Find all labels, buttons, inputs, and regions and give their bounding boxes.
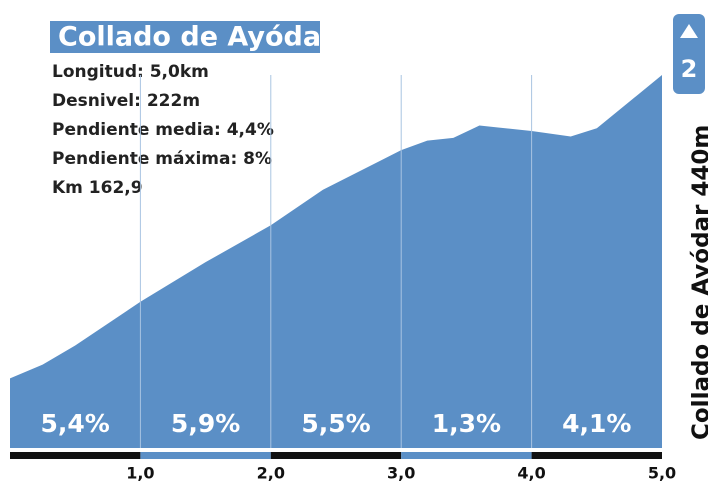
title-background [50,21,320,53]
segment-bar [270,452,402,459]
x-tick-label: 3,0 [387,464,415,483]
segment-gradient: 5,9% [171,409,240,438]
x-tick-label: 5,0 [648,464,676,483]
x-tick-label: 4,0 [517,464,545,483]
segment-gradient: 4,1% [562,409,631,438]
summit-label: Collado de Ayódar 440m [689,125,708,440]
elevation-area [10,75,662,448]
badge-number: 2 [681,55,698,83]
x-tick-label: 1,0 [126,464,154,483]
info-line: Km 162,9 [52,178,143,198]
x-tick-label: 2,0 [257,464,285,483]
segment-bar [531,452,662,459]
segment-gradient: 1,3% [432,409,501,438]
info-line: Pendiente media: 4,4% [52,120,274,140]
segment-bar [10,452,141,459]
segment-gradient: 5,5% [301,409,370,438]
info-line: Longitud: 5,0km [52,62,209,82]
segment-gradient: 5,4% [41,409,110,438]
info-line: Pendiente máxima: 8% [52,149,272,169]
segment-bar [140,452,271,459]
badge [673,14,705,94]
info-line: Desnivel: 222m [52,91,200,111]
segment-bar [401,452,532,459]
chart-title: Collado de Ayódar [58,22,335,53]
badge-arrow [680,24,698,38]
